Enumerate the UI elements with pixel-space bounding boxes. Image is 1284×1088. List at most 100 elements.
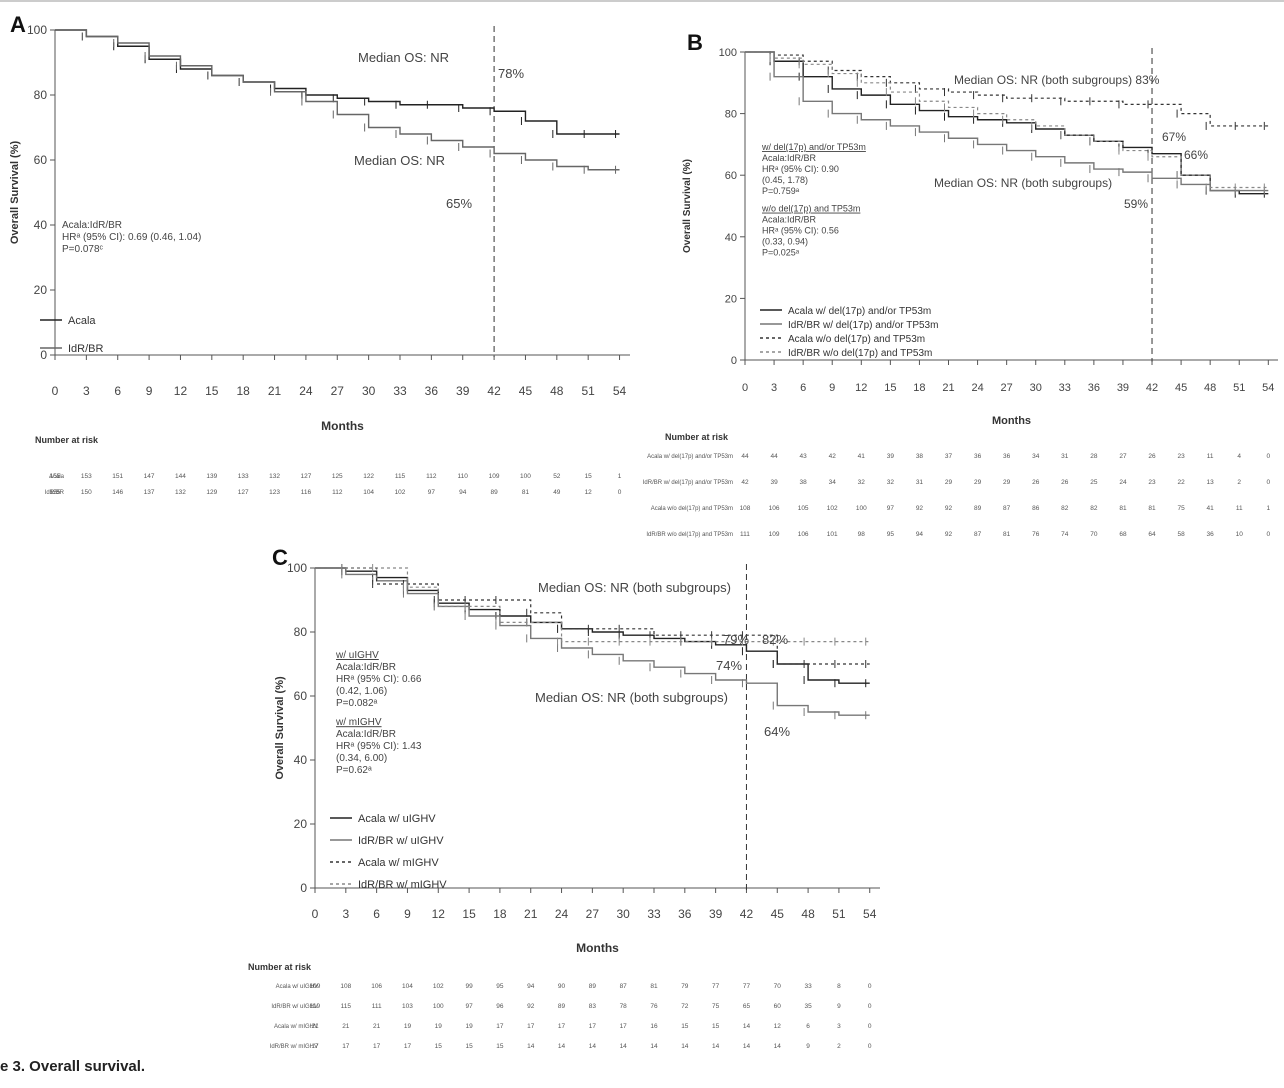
- stats-p-b-1: P=0.025ᵃ: [762, 248, 800, 258]
- risk-value-a: 137: [144, 489, 155, 496]
- annotation-c-1: 79%: [723, 632, 749, 647]
- stats-hr-a: HRᵃ (95% CI): 0.69 (0.46, 1.04): [62, 232, 201, 243]
- risk-value-c: 9: [837, 1003, 841, 1010]
- risk-value-a: 155: [50, 473, 61, 480]
- risk-value-b: 105: [798, 505, 809, 512]
- legend-label-b-0: Acala w/ del(17p) and/or TP53m: [788, 306, 931, 317]
- risk-value-b: 27: [1119, 453, 1127, 460]
- risk-value-b: 44: [741, 453, 749, 460]
- y-tick-label-c: 100: [287, 561, 307, 575]
- x-tick-label-c: 30: [617, 907, 631, 921]
- risk-value-a: 49: [553, 489, 561, 496]
- risk-value-c: 103: [402, 1003, 413, 1010]
- x-tick-label-b: 3: [771, 382, 777, 394]
- survival-curve-c-1: [315, 567, 870, 716]
- risk-value-c: 0: [868, 983, 872, 990]
- risk-value-c: 21: [373, 1023, 381, 1030]
- risk-value-a: 0: [618, 489, 622, 496]
- stats-ci-c-1: (0.34, 6.00): [336, 753, 387, 764]
- x-tick-label-b: 0: [742, 382, 748, 394]
- annotation-a-1: 78%: [498, 66, 524, 81]
- y-tick-label-c: 0: [300, 881, 307, 895]
- x-tick-label-c: 27: [586, 907, 600, 921]
- risk-value-b: 10: [1236, 531, 1244, 538]
- stats-hr-c-0: HRᵃ (95% CI): 0.66: [336, 674, 422, 685]
- stats-heading-b-1: w/o del(17p) and TP53m: [761, 204, 860, 214]
- stats-comparison-b-0: Acala:IdR/BR: [762, 153, 817, 163]
- risk-value-c: 79: [681, 983, 689, 990]
- risk-value-c: 21: [311, 1023, 319, 1030]
- x-tick-label-a: 6: [114, 384, 121, 398]
- x-tick-label-b: 12: [855, 382, 867, 394]
- annotation-a-0: Median OS: NR: [358, 50, 449, 65]
- y-axis-label-b: Overall Survival (%): [682, 159, 693, 253]
- risk-value-b: 70: [1090, 531, 1098, 538]
- risk-value-c: 106: [371, 983, 382, 990]
- legend-label-c-0: Acala w/ uIGHV: [358, 813, 436, 825]
- x-tick-label-c: 21: [524, 907, 538, 921]
- risk-value-b: 0: [1266, 479, 1270, 486]
- risk-value-b: 13: [1207, 479, 1215, 486]
- annotation-c-4: Median OS: NR (both subgroups): [535, 690, 728, 705]
- annotation-b-4: 59%: [1124, 197, 1148, 211]
- risk-value-c: 77: [712, 983, 720, 990]
- risk-value-a: 150: [81, 489, 92, 496]
- y-tick-label-b: 60: [725, 170, 737, 182]
- risk-value-b: 36: [974, 453, 982, 460]
- x-tick-label-a: 51: [582, 384, 596, 398]
- risk-value-b: 11: [1207, 453, 1214, 460]
- risk-value-c: 78: [620, 1003, 628, 1010]
- risk-value-a: 132: [175, 489, 186, 496]
- legend-label-b-3: IdR/BR w/o del(17p) and TP53m: [788, 348, 932, 359]
- y-tick-label-a: 60: [34, 153, 48, 167]
- risk-value-b: 34: [1032, 453, 1040, 460]
- risk-value-b: 68: [1119, 531, 1127, 538]
- x-tick-label-b: 54: [1262, 382, 1274, 394]
- risk-value-b: 101: [827, 531, 838, 538]
- risk-value-c: 77: [743, 983, 751, 990]
- risk-value-b: 86: [1032, 505, 1040, 512]
- risk-value-a: 153: [81, 473, 92, 480]
- risk-value-c: 89: [558, 1003, 566, 1010]
- y-tick-label-a: 100: [27, 23, 47, 37]
- risk-value-c: 14: [527, 1043, 535, 1050]
- risk-value-a: 52: [553, 473, 561, 480]
- risk-value-a: 109: [489, 473, 500, 480]
- risk-value-b: 25: [1090, 479, 1098, 486]
- risk-value-a: 133: [238, 473, 249, 480]
- risk-value-b: 0: [1266, 531, 1270, 538]
- annotation-b-1: 67%: [1162, 130, 1186, 144]
- risk-value-b: 36: [1003, 453, 1011, 460]
- panel-letter-c: C: [272, 545, 288, 570]
- risk-value-c: 21: [342, 1023, 350, 1030]
- risk-value-b: 24: [1119, 479, 1127, 486]
- x-tick-label-b: 15: [884, 382, 896, 394]
- x-tick-label-a: 54: [613, 384, 627, 398]
- risk-value-b: 23: [1148, 479, 1156, 486]
- risk-value-b: 37: [945, 453, 953, 460]
- stats-hr-b-1: HRᵃ (95% CI): 0.56: [762, 226, 839, 236]
- risk-value-b: 39: [770, 479, 778, 486]
- risk-value-b: 64: [1148, 531, 1156, 538]
- risk-value-b: 87: [1003, 505, 1011, 512]
- x-tick-label-a: 33: [393, 384, 407, 398]
- risk-value-c: 14: [589, 1043, 597, 1050]
- stats-heading-c-0: w/ uIGHV: [335, 650, 379, 661]
- x-tick-label-c: 39: [709, 907, 723, 921]
- risk-value-a: 125: [332, 473, 343, 480]
- risk-value-c: 2: [837, 1043, 841, 1050]
- legend-label-b-2: Acala w/o del(17p) and TP53m: [788, 334, 925, 345]
- risk-value-b: 2: [1237, 479, 1241, 486]
- y-axis-label-c: Overall Survival (%): [274, 676, 286, 780]
- x-tick-label-c: 54: [863, 907, 877, 921]
- risk-value-b: 36: [1207, 531, 1215, 538]
- x-tick-label-b: 42: [1146, 382, 1158, 394]
- x-tick-label-a: 39: [456, 384, 470, 398]
- stats-comparison-a: Acala:IdR/BR: [62, 220, 122, 231]
- stats-hr-c-1: HRᵃ (95% CI): 1.43: [336, 741, 422, 752]
- risk-value-c: 90: [558, 983, 566, 990]
- risk-value-b: 42: [829, 453, 837, 460]
- risk-value-a: 1: [618, 473, 622, 480]
- risk-value-c: 14: [712, 1043, 720, 1050]
- survival-curve-a-0: [55, 29, 620, 135]
